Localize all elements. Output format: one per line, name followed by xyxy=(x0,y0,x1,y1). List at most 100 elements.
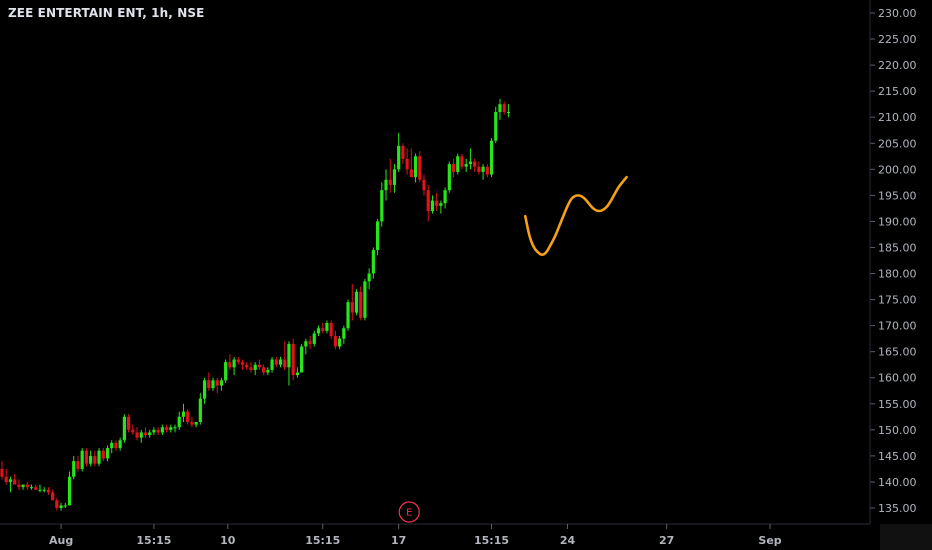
candle xyxy=(473,158,477,172)
y-tick-label: 165.00 xyxy=(878,346,917,359)
candle-body xyxy=(392,169,397,185)
y-tick-label: 155.00 xyxy=(878,398,917,411)
candle-body xyxy=(219,380,224,386)
candle xyxy=(371,247,375,279)
candle xyxy=(55,497,59,511)
candle-body xyxy=(375,221,380,251)
candle-body xyxy=(194,422,198,425)
candle xyxy=(321,323,325,334)
event-marker[interactable]: E xyxy=(398,501,420,523)
candle-body xyxy=(460,156,464,167)
price-axis[interactable]: 135.00 140.00 145.00 150.00 155.00 160.00 165.… xyxy=(869,0,917,524)
candle-body xyxy=(25,484,29,488)
candle-body xyxy=(211,380,215,389)
candle xyxy=(283,341,287,370)
candle xyxy=(287,341,291,386)
candle-body xyxy=(316,328,321,334)
candle xyxy=(198,393,202,425)
candle-body xyxy=(409,169,413,178)
candle xyxy=(160,424,164,436)
candle-body xyxy=(354,291,359,313)
candle xyxy=(363,278,367,321)
y-tick-label: 220.00 xyxy=(878,59,917,72)
candle-body xyxy=(97,450,101,464)
x-tick-label: 17 xyxy=(391,534,406,547)
y-tick-label: 195.00 xyxy=(878,189,917,202)
candle-body xyxy=(84,450,88,464)
candle xyxy=(359,286,363,321)
candle-body xyxy=(224,362,228,381)
candle-body xyxy=(51,492,55,501)
candle-body xyxy=(67,476,72,506)
candle xyxy=(17,479,21,490)
candle-body xyxy=(477,166,481,172)
candle xyxy=(257,359,262,370)
candle xyxy=(397,132,401,172)
candle-body xyxy=(333,336,337,347)
candle xyxy=(80,448,84,472)
candle xyxy=(143,427,148,438)
candle xyxy=(240,359,245,370)
candle-body xyxy=(283,359,287,368)
candle xyxy=(266,367,270,376)
hand-drawn-curve[interactable] xyxy=(523,175,628,256)
candle xyxy=(63,502,67,508)
candle-body xyxy=(156,429,160,433)
candle-body xyxy=(329,323,333,337)
candle-body xyxy=(245,364,249,368)
candle-body xyxy=(80,450,84,469)
candle-body xyxy=(13,479,17,485)
candle xyxy=(38,484,42,493)
candle xyxy=(426,184,430,222)
candle-body xyxy=(291,343,295,376)
time-axis[interactable]: Aug 15:15 10 15:15 17 15:15 24 27 Sep xyxy=(0,523,870,547)
earnings-event-circle[interactable] xyxy=(398,501,420,523)
candle xyxy=(405,148,409,175)
candle xyxy=(207,372,211,391)
candle xyxy=(110,440,114,454)
candle-body xyxy=(173,427,177,429)
candle-body xyxy=(397,145,401,170)
candle-body xyxy=(287,343,291,368)
candles-layer xyxy=(0,98,510,511)
candle-body xyxy=(426,190,430,211)
candle-body xyxy=(55,500,59,508)
candle xyxy=(164,424,169,433)
candle-body xyxy=(122,416,126,441)
candle-body xyxy=(76,461,80,469)
candle-body xyxy=(304,341,308,347)
earnings-event-label: E xyxy=(406,508,412,519)
candle xyxy=(502,101,506,115)
candle-body xyxy=(295,372,299,376)
candle xyxy=(308,336,312,350)
candle xyxy=(156,427,160,436)
candle xyxy=(312,330,316,347)
candle-body xyxy=(359,291,363,318)
candle xyxy=(304,338,308,355)
candle-body xyxy=(274,359,278,365)
candle-body xyxy=(101,450,105,459)
candle xyxy=(380,182,384,227)
candle-body xyxy=(473,161,477,167)
candle xyxy=(67,471,72,506)
candle xyxy=(346,299,350,331)
candle xyxy=(169,424,173,433)
candle xyxy=(148,429,152,438)
candle xyxy=(262,364,266,376)
candle-body xyxy=(346,302,350,329)
candle-body xyxy=(468,161,473,165)
candle xyxy=(51,489,55,501)
candle-body xyxy=(371,250,375,274)
candle-body xyxy=(422,179,426,191)
candle-body xyxy=(321,328,325,331)
candle xyxy=(101,448,105,462)
candle xyxy=(430,195,435,214)
candle-body xyxy=(190,422,194,425)
candle xyxy=(388,158,392,193)
candle xyxy=(401,143,405,165)
candle xyxy=(447,161,451,193)
candle xyxy=(194,422,198,428)
y-tick-label: 160.00 xyxy=(878,372,917,385)
candle-body xyxy=(228,362,232,368)
